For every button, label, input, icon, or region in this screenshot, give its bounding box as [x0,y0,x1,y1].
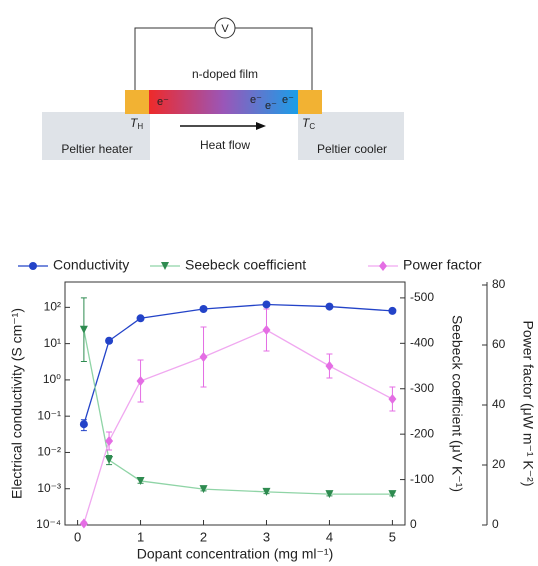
point [388,490,397,499]
x-tick-label: 4 [326,529,333,544]
y-tick-label: 10⁻² [37,445,61,459]
hot-temp-main: T [130,116,139,130]
electron: e⁻ [282,94,294,106]
point [199,352,208,362]
x-tick-label: 3 [263,529,270,544]
cooler-label: Peltier cooler [317,142,387,156]
x-axis-label: Dopant concentration (mg ml⁻¹) [137,546,333,562]
voltmeter [214,17,236,39]
film-label: n-doped film [192,67,258,81]
point [136,476,145,485]
film [149,90,298,114]
point [388,306,397,315]
flow-label: Heat flow [200,138,250,152]
point [79,325,88,334]
y3-tick-label: 0 [492,517,499,531]
legend-label: Power factor [403,257,482,273]
cold-temp-sub: C [309,122,315,131]
series-line [83,303,393,425]
y-tick-label: 10⁻⁴ [36,517,61,531]
point [79,420,88,429]
circuit-wire [134,27,313,92]
hot-temp: TH [130,116,143,131]
cooler-block [298,112,404,160]
x-tick-label: 1 [137,529,144,544]
x-tick-label: 2 [200,529,207,544]
point [105,436,114,446]
chart: 0 1 2 3 4 5 10⁻⁴ 10⁻³ 10⁻² 10⁻¹ 10⁰ 10¹ 10² 0 -100 -200… [9,257,537,562]
plot-frame [64,281,406,526]
y2-tick-label: -100 [410,472,434,486]
point [325,361,334,371]
y3-tick-label: 80 [492,277,506,291]
legend-label: Seebeck coefficient [185,257,306,273]
point [105,336,114,345]
y3-tick-label: 40 [492,397,506,411]
cold-contact [298,90,322,114]
legend-marker [379,261,387,271]
y2-tick-label: -500 [410,290,434,304]
y-tick-label: 10⁻³ [37,481,61,495]
point [325,490,334,499]
y3-tick-label: 20 [492,457,506,471]
point [325,302,334,311]
point [136,314,145,323]
point [79,518,88,529]
electron: e⁻ [157,96,169,108]
heater-label: Peltier heater [61,142,132,156]
voltmeter-label: V [221,23,229,35]
legend-marker [161,262,169,270]
cold-temp: TC [302,116,315,131]
heater-block [42,112,150,160]
y2-tick-label: -400 [410,335,434,349]
electron: e⁻ [265,100,277,112]
hot-contact [125,90,149,114]
point [199,305,208,314]
x-tick-label: 0 [74,529,81,544]
point [262,300,271,309]
y2-tick-label: -200 [410,426,434,440]
y2-tick-label: -300 [410,381,434,395]
hot-temp-sub: H [137,122,143,131]
point [105,456,114,465]
y3-axis-label: Power factor (μW m⁻¹ K⁻²) [520,321,536,487]
y-tick-label: 10² [44,300,61,314]
y3-tick-label: 60 [492,337,506,351]
series-line [83,329,393,495]
schematic: V n-doped film e⁻ e⁻ e⁻ e⁻ TH TC Heat fl… [42,17,404,160]
y2-axis-label: Seebeck coefficient (μV K⁻¹) [449,315,465,492]
y-tick-label: 10¹ [44,336,61,350]
y-tick-label: 10⁻¹ [37,408,61,422]
x-tick-label: 5 [389,529,396,544]
electron: e⁻ [250,94,262,106]
point [136,376,145,386]
point [262,325,271,335]
legend-marker [29,262,37,270]
y2-tick-label: 0 [410,517,417,531]
point [262,487,271,496]
y-tick-label: 10⁰ [43,372,61,386]
flow-arrowhead [256,122,266,130]
cold-temp-main: T [302,116,311,130]
legend-label: Conductivity [53,257,129,273]
y-axis-label: Electrical conductivity (S cm⁻¹) [9,308,25,499]
point [388,394,397,404]
point [199,485,208,494]
